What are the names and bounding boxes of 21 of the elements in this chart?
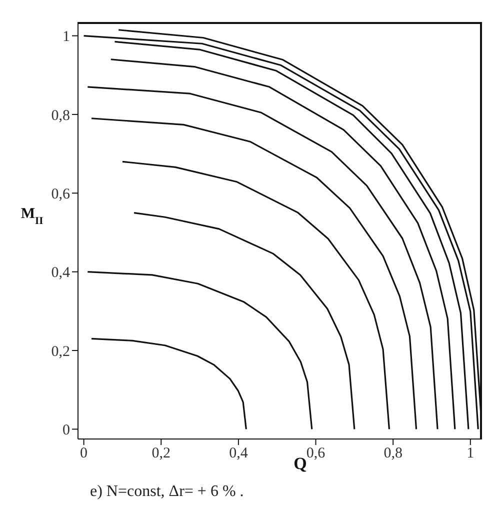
- x-tick-label: 1: [466, 446, 474, 462]
- line-series: [122, 160, 390, 430]
- y-tick-label: 0,8: [51, 108, 70, 124]
- line-series: [86, 271, 313, 430]
- y-tick-label: 0,2: [51, 344, 70, 360]
- line-series: [86, 86, 438, 430]
- x-tick-label: 0,2: [152, 446, 170, 462]
- text: e) N=const, Δr= + 6 % .: [90, 483, 245, 501]
- y-tick-label: 0,6: [51, 186, 70, 202]
- x-tick-label: 0,8: [384, 446, 402, 462]
- y-tick-label: 0,4: [51, 265, 70, 282]
- y-tick-label: 1: [62, 29, 70, 46]
- y-axis-title: M$_{II}$: [20, 206, 44, 226]
- x-tick-label: 0: [80, 446, 88, 462]
- line-series: [90, 338, 247, 430]
- line-series: [133, 212, 356, 430]
- x-tick-label: 0,4: [229, 446, 248, 462]
- line-series: [90, 118, 418, 430]
- x-axis-title: Q: [294, 454, 307, 473]
- x-tick-label: 0,6: [306, 446, 326, 462]
- y-tick-label: 0: [62, 422, 70, 438]
